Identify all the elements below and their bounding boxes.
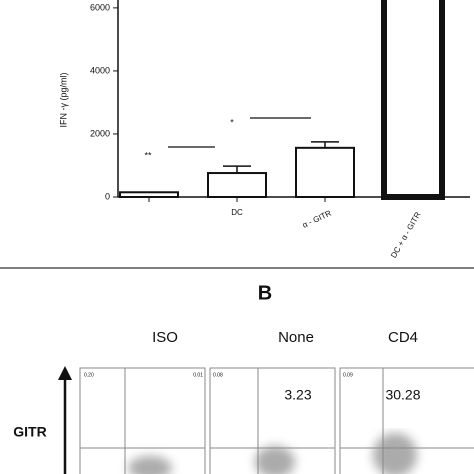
corner-value: 0.08 — [213, 372, 223, 378]
corner-value: 0.20 — [84, 372, 94, 378]
plot-area — [119, 0, 445, 200]
y-tick-label: 4000 — [90, 65, 110, 75]
bar — [119, 191, 179, 199]
plot-frames — [79, 367, 474, 474]
percentage: 3.23 — [284, 387, 311, 403]
panel-label: B — [258, 282, 272, 304]
y-axis-label: IFN -γ (pg/ml) — [58, 72, 68, 127]
corner-value: 0.09 — [343, 372, 353, 378]
column-label: None — [278, 329, 314, 346]
column-label: CD4 — [388, 329, 418, 346]
significance-mark: ** — [144, 150, 152, 160]
y-tick-label: 2000 — [90, 128, 110, 138]
x-tick-label: DC + α - GITR — [389, 210, 423, 259]
bar-chart: IFN -γ (pg/ml) ** * 0 2000 4000 6000 DC α - G… — [58, 0, 470, 260]
percentage: 30.28 — [385, 387, 420, 403]
corner-value: 0.01 — [193, 372, 203, 378]
significance-mark: * — [230, 117, 234, 127]
y-tick-label: 6000 — [90, 2, 110, 12]
x-tick-label: DC — [231, 208, 243, 217]
column-label: ISO — [152, 329, 178, 346]
dot-clouds — [128, 433, 417, 474]
row-label: GITR — [13, 424, 46, 440]
bar — [295, 146, 355, 198]
bar — [207, 172, 267, 198]
bar — [381, 0, 445, 200]
x-tick-label: α - GITR — [301, 208, 333, 229]
panel-b: B ISO None CD4 GITR 0.20 0.01 0.08 0.09 … — [13, 282, 474, 474]
arrow-head — [58, 366, 72, 380]
y-tick-label: 0 — [105, 191, 110, 201]
